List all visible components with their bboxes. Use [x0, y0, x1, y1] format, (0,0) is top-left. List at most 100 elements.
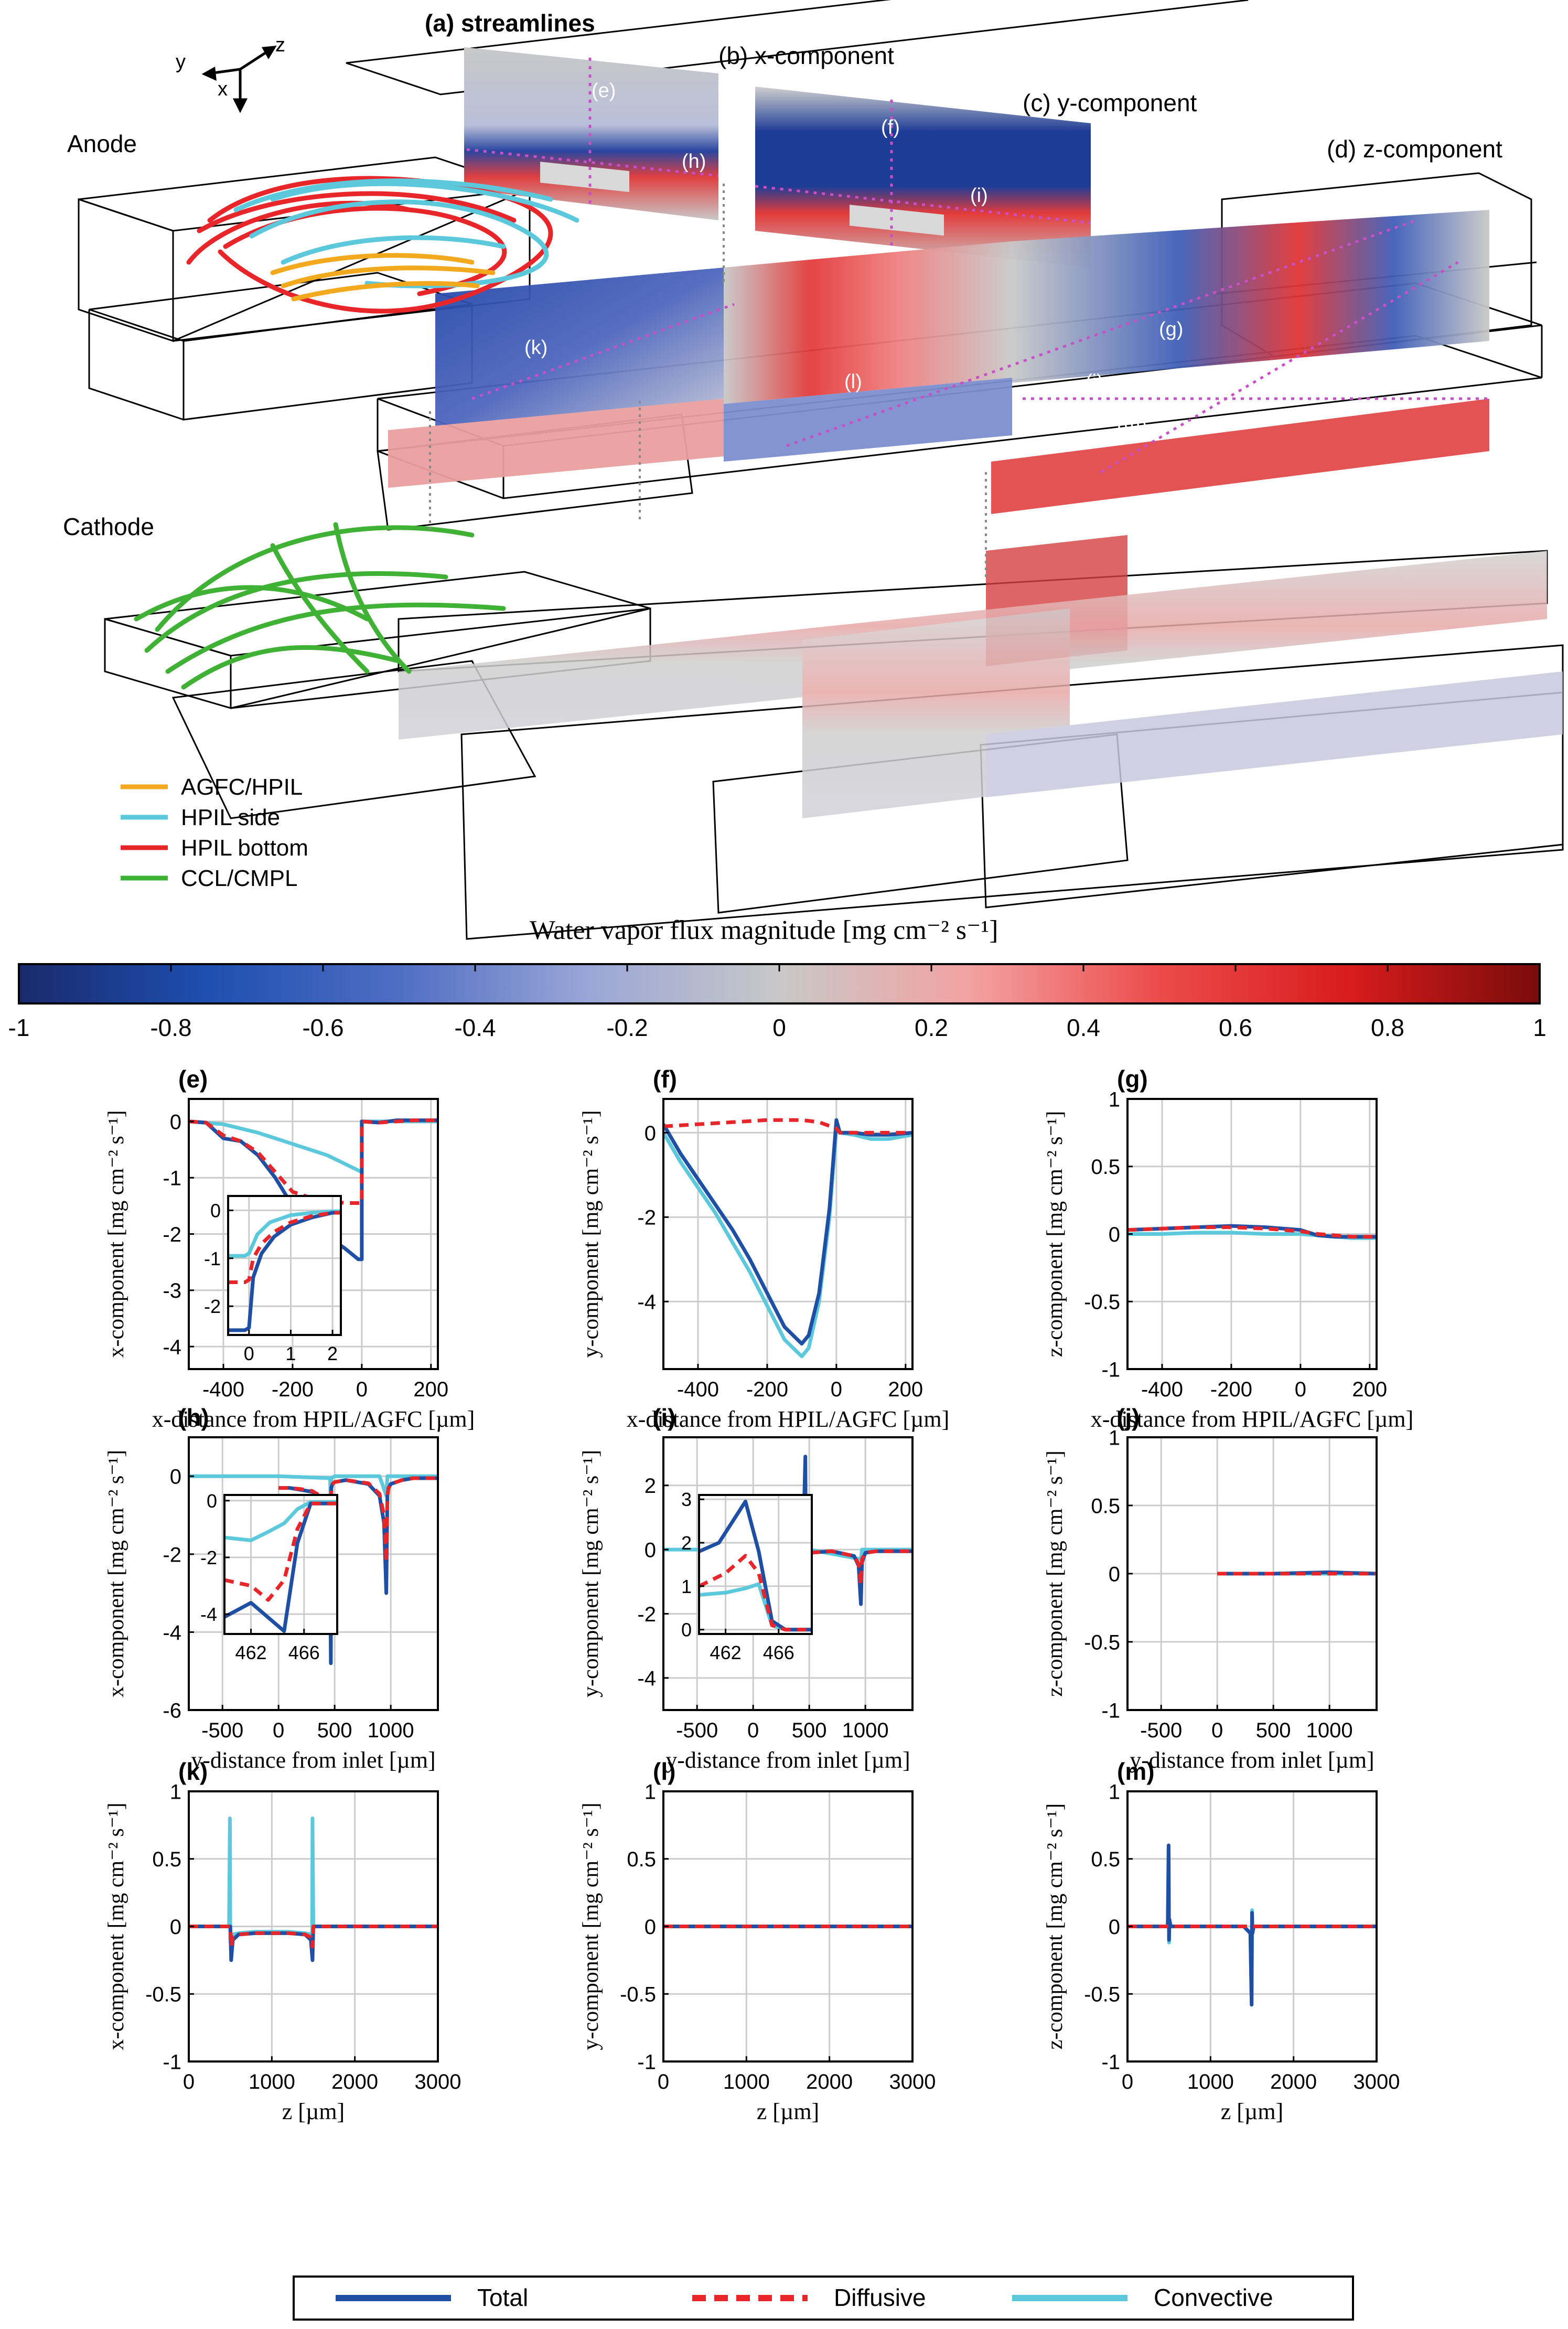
y-tick-label: 0: [645, 1122, 656, 1145]
plot-frame: [227, 1195, 342, 1336]
triad-z-label: z: [275, 34, 285, 56]
y-tick-label: -4: [163, 1621, 181, 1644]
series-line-diffusive: [699, 1554, 812, 1632]
streamlines: [134, 176, 579, 690]
y-tick-label: -0.5: [145, 1983, 181, 2006]
y-axis-label: z-component [mg cm⁻² s⁻¹]: [1043, 1450, 1067, 1697]
plot-frame: [662, 1436, 914, 1711]
series-line-diffusive: [189, 1925, 438, 1949]
y-axis-label: y-component [mg cm⁻² s⁻¹]: [579, 1110, 603, 1358]
x-tick-label: 500: [1256, 1719, 1291, 1742]
y-tick-label: 0: [645, 1539, 656, 1562]
plot-panel-i: -500 0 500 1000 2 0 -2 -4 (i) y-distance from inl…: [579, 1404, 914, 1773]
legend-label-convective: Convective: [1154, 2284, 1273, 2311]
y-tick-label: -1: [637, 2050, 656, 2074]
panel-label: (e): [178, 1065, 208, 1093]
x-tick-label: 0: [831, 1378, 842, 1401]
x-tick-label: 462: [235, 1642, 267, 1663]
x-axis-label: x-distance from HPIL/AGFC [µm]: [152, 1406, 475, 1432]
series-line-diffusive: [753, 1499, 912, 1587]
x-tick-label: 0: [747, 1719, 759, 1742]
y-tick-label: -4: [637, 1667, 656, 1690]
x-tick-label: 0: [356, 1378, 368, 1401]
anode-planes: [388, 210, 1489, 666]
y-tick-label: 3: [681, 1489, 692, 1510]
plot-panel-m: 0 1000 2000 3000 1 0.5 0 -0.5 -1 (m) z [µm] z-compo…: [1043, 1758, 1400, 2124]
x-tick-label: -500: [676, 1719, 718, 1742]
x-tick-label: 1000: [1306, 1719, 1353, 1742]
x-tick-label: -400: [677, 1378, 719, 1401]
colorbar-tick-label: 1: [1533, 1014, 1546, 1041]
y-tick-label: 0.5: [1091, 1494, 1120, 1518]
y-tick-label: -4: [200, 1604, 217, 1625]
x-tick-label: 3000: [889, 2070, 936, 2093]
y-tick-label: 2: [645, 1475, 656, 1498]
panel-label: (m): [1117, 1758, 1155, 1785]
slice-b: [755, 87, 1091, 268]
plot-panel-g: -400 -200 0 200 1 0.5 0 -0.5 -1 (g) x-distance fro…: [1043, 1065, 1413, 1432]
streamline-legend-label: HPIL bottom: [181, 835, 308, 861]
x-tick-label: 0: [1122, 2070, 1133, 2093]
triad-x-label: x: [218, 78, 228, 100]
y-tick-label: 1: [170, 1780, 181, 1803]
y-tick-label: -6: [163, 1699, 181, 1722]
plot-area: [224, 1495, 337, 1634]
marker-h: (h): [682, 151, 706, 173]
inset-e: 0 1 2 0 -1 -2: [204, 1195, 342, 1364]
panel-label: (h): [178, 1404, 209, 1431]
title-b: (b) x-component: [718, 42, 894, 69]
y-axis-label: y-component [mg cm⁻² s⁻¹]: [579, 1803, 603, 2050]
marker-i: (i): [970, 185, 988, 207]
plot-panel-f: -400 -200 0 200 0 -2 -4 (f) x-distance from HPIL…: [579, 1065, 949, 1432]
plot-frame: [698, 1494, 813, 1635]
y-tick-label: -1: [1101, 2050, 1120, 2074]
x-tick-label: -200: [272, 1378, 314, 1401]
colorbar-tick-label: -0.6: [302, 1014, 343, 1041]
series-legend: Total Diffusive Convective: [293, 2275, 1354, 2321]
legend-label-diffusive: Diffusive: [834, 2284, 926, 2311]
x-tick-label: -400: [1141, 1378, 1183, 1401]
x-tick-label: 1000: [723, 2070, 770, 2093]
title-c: (c) y-component: [1023, 89, 1197, 116]
x-tick-label: 1000: [249, 2070, 295, 2093]
series-line-convective: [663, 1126, 912, 1359]
colorbar-tick-label: 0.2: [915, 1014, 948, 1041]
x-tick-label: -400: [202, 1378, 244, 1401]
y-tick-label: 1: [645, 1780, 656, 1803]
x-tick-label: 0: [1295, 1378, 1306, 1401]
plot-panel-j: -500 0 500 1000 1 0.5 0 -0.5 -1 (j) y-distance fro…: [1043, 1404, 1378, 1773]
colorbar-tick-label: 0.8: [1371, 1014, 1404, 1041]
y-axis-label: x-component [mg cm⁻² s⁻¹]: [104, 1450, 128, 1697]
x-tick-label: 0: [244, 1343, 254, 1364]
series-line-convective: [189, 1474, 438, 1537]
y-tick-label: -0.5: [1084, 1983, 1120, 2006]
colorbar-tick-label: -0.8: [150, 1014, 191, 1041]
x-tick-label: 0: [658, 2070, 669, 2093]
plot-area: [699, 1495, 812, 1634]
marker-m: (m): [1117, 414, 1147, 436]
y-tick-label: 0: [170, 1110, 181, 1134]
y-tick-label: 0: [681, 1619, 692, 1641]
triad-y-label: y: [176, 51, 186, 73]
y-axis-label: z-component [mg cm⁻² s⁻¹]: [1043, 1111, 1067, 1358]
y-tick-label: -1: [1101, 1699, 1120, 1722]
streamline-legend-label: CCL/CMPL: [181, 866, 298, 891]
cathode-planes: [399, 551, 1563, 818]
x-tick-label: 1: [285, 1343, 296, 1364]
x-tick-label: 500: [317, 1719, 352, 1742]
series-line-diffusive: [1127, 1225, 1377, 1239]
y-tick-label: 0.5: [627, 1848, 656, 1871]
x-tick-label: 0: [273, 1719, 284, 1742]
x-axis-label: z [µm]: [1221, 2099, 1283, 2124]
y-tick-label: -4: [637, 1291, 656, 1314]
x-tick-label: 462: [710, 1642, 742, 1663]
x-axis-label: z [µm]: [282, 2099, 345, 2124]
x-tick-label: 2000: [331, 2070, 378, 2093]
x-tick-label: 1000: [368, 1719, 414, 1742]
plot-area: [663, 1099, 912, 1369]
series-line-convective: [228, 1209, 341, 1258]
y-tick-label: -2: [204, 1296, 221, 1317]
x-tick-label: 1000: [842, 1719, 889, 1742]
title-d: (d) z-component: [1327, 135, 1502, 163]
